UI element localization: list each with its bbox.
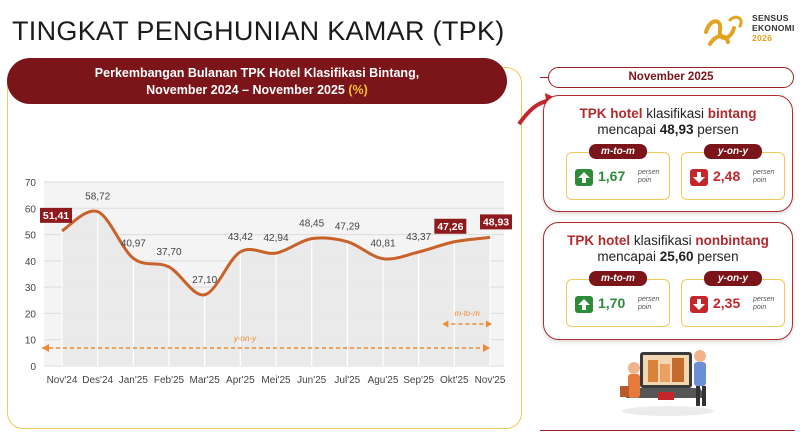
- data-label: 48,93: [483, 216, 509, 228]
- y-tick-label: 50: [25, 231, 37, 242]
- data-label: 40,97: [121, 238, 146, 249]
- data-label: 27,10: [192, 275, 217, 286]
- x-tick-label: Nov'24: [47, 375, 78, 386]
- y-tick-label: 40: [25, 257, 37, 268]
- y-tick-label: 20: [25, 309, 37, 320]
- mtom-value: 1,70: [598, 295, 626, 311]
- mtom-unit: persen poin: [638, 296, 660, 311]
- card-bintang: TPK hotel klasifikasi bintang mencapai 4…: [543, 95, 793, 212]
- chart-title-line2: November 2024 – November 2025 (%): [146, 83, 368, 97]
- yony-annotation: y-on-y: [233, 334, 257, 343]
- mtom-label: m-to-m: [589, 144, 647, 159]
- data-label-box: [40, 207, 72, 223]
- data-label-box: [480, 214, 512, 230]
- x-tick-label: Nov'25: [475, 375, 506, 386]
- x-tick-label: Jun'25: [297, 375, 327, 386]
- y-tick-label: 70: [25, 178, 37, 189]
- yony-label: y-on-y: [704, 271, 762, 286]
- yony-unit: persen poin: [753, 296, 775, 311]
- data-label: 43,42: [228, 232, 253, 243]
- x-tick-label: Okt'25: [440, 375, 469, 386]
- mtom-unit: persen poin: [638, 169, 660, 184]
- tpk-line-chart: 0 10 20 30 40 50 60 70 Nov'24 Des'24 Jan'25 Feb'25 M…: [25, 178, 512, 386]
- series-line: [61, 209, 491, 297]
- x-tick-label: Agu'25: [368, 375, 399, 386]
- chart-header: Perkembangan Bulanan TPK Hotel Klasifika…: [7, 58, 507, 104]
- y-tick-label: 0: [30, 362, 36, 373]
- yony-label: y-on-y: [704, 144, 762, 159]
- y-tick-label: 60: [25, 204, 37, 215]
- card-nonbintang-title: TPK hotel klasifikasi nonbintang mencapa…: [567, 233, 769, 264]
- connector-line: [540, 77, 548, 78]
- y-tick-label: 10: [25, 336, 37, 347]
- sensus-ekonomi-logo-icon: [704, 15, 743, 46]
- arrow-up-icon: [575, 296, 593, 313]
- card-nonbintang: TPK hotel klasifikasi nonbintang mencapa…: [543, 222, 793, 340]
- data-label: 47,26: [437, 221, 463, 233]
- data-label: 37,70: [156, 247, 181, 258]
- data-label: 58,72: [85, 192, 110, 203]
- page-title: TINGKAT PENGHUNIAN KAMAR (TPK): [12, 16, 505, 46]
- mtom-arrow-head-right: [486, 320, 492, 328]
- arrow-up-icon: [575, 169, 593, 186]
- mtom-box: m-to-m 1,67 persen poin: [566, 144, 670, 200]
- yony-unit: persen poin: [753, 169, 775, 184]
- x-tick-label: Sep'25: [403, 375, 434, 386]
- data-label: 40,81: [370, 239, 395, 250]
- x-tick-label: Mei'25: [261, 375, 291, 386]
- data-label: 42,94: [263, 233, 288, 244]
- x-tick-label: Mar'25: [190, 375, 221, 386]
- y-tick-label: 30: [25, 283, 37, 294]
- data-label: 51,41: [43, 210, 69, 222]
- chart-title-line1: Perkembangan Bulanan TPK Hotel Klasifika…: [94, 66, 420, 80]
- data-label: 43,37: [406, 232, 431, 243]
- yony-value: 2,35: [713, 295, 741, 311]
- yony-box: y-on-y 2,48 persen poin: [681, 144, 785, 200]
- logo-text: SENSUS EKONOMI 2026: [752, 13, 795, 43]
- x-tick-label: Jul'25: [334, 375, 360, 386]
- yony-box: y-on-y 2,35 persen poin: [681, 271, 785, 327]
- x-tick-label: Jan'25: [119, 375, 149, 386]
- x-tick-label: Apr'25: [226, 375, 255, 386]
- data-label: 48,45: [299, 219, 324, 230]
- mtom-annotation: m-to-m: [455, 309, 481, 318]
- data-label-box: [434, 218, 467, 234]
- yony-arrow-head-left: [42, 344, 49, 352]
- yony-arrow-head-right: [483, 344, 490, 352]
- arrow-down-icon: [690, 169, 708, 186]
- arrow-down-icon: [690, 296, 708, 313]
- yony-value: 2,48: [713, 168, 741, 184]
- mtom-label: m-to-m: [589, 271, 647, 286]
- mtom-arrow-head-left: [442, 320, 449, 328]
- data-label: 47,29: [335, 222, 360, 233]
- x-tick-label: Feb'25: [154, 375, 185, 386]
- bottom-divider: [540, 430, 795, 431]
- x-tick-label: Des'24: [82, 375, 113, 386]
- card-bintang-title: TPK hotel klasifikasi bintang mencapai 4…: [579, 106, 757, 137]
- period-pill: November 2025: [548, 67, 794, 88]
- mtom-value: 1,67: [598, 168, 626, 184]
- mtom-box: m-to-m 1,70 persen poin: [566, 271, 670, 327]
